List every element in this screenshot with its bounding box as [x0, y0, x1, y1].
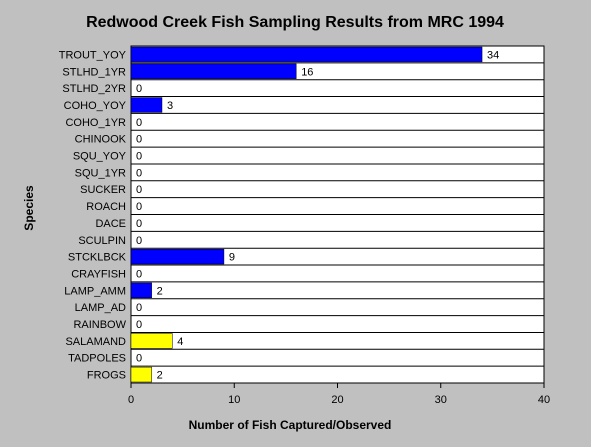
- category-label: STCKLBCK: [68, 252, 127, 264]
- bar: [130, 248, 225, 265]
- data-label: 2: [157, 285, 163, 297]
- y-axis-title: Species: [22, 185, 36, 231]
- x-tick-label: 30: [435, 394, 447, 406]
- bar: [130, 63, 297, 79]
- data-label: 0: [136, 302, 142, 314]
- x-tick-label: 40: [538, 394, 550, 406]
- data-label: 0: [136, 184, 142, 196]
- data-label: 9: [229, 252, 235, 264]
- x-axis: 0 10 20 30 40: [128, 383, 550, 406]
- category-label: TADPOLES: [68, 353, 126, 365]
- data-label: 0: [136, 268, 142, 280]
- data-label: 4: [177, 336, 183, 348]
- x-tick-label: 20: [331, 394, 343, 406]
- bar: [130, 46, 483, 63]
- data-label: 3: [167, 100, 173, 112]
- x-tick-label: 0: [128, 394, 134, 406]
- category-label: SCULPIN: [78, 235, 126, 247]
- x-axis-title: Number of Fish Captured/Observed: [189, 418, 392, 432]
- category-label: SALAMAND: [65, 336, 126, 348]
- data-label: 0: [136, 134, 142, 146]
- category-label: CHINOOK: [75, 134, 127, 146]
- category-label: STLHD_1YR: [62, 66, 126, 78]
- category-label: COHO_YOY: [64, 100, 127, 112]
- data-labels: 34 16 0 3 0 0 0 0 0 0 0 0 9 0 2 0 0 4 0 2: [136, 49, 499, 381]
- data-label: 0: [136, 151, 142, 163]
- grid-lines: [131, 62, 544, 367]
- x-tick-label: 10: [228, 394, 240, 406]
- data-label: 0: [136, 117, 142, 129]
- category-label: DACE: [95, 218, 126, 230]
- bars: [130, 46, 483, 383]
- category-label: LAMP_AD: [75, 302, 126, 314]
- data-label: 0: [136, 167, 142, 179]
- category-label: STLHD_2YR: [62, 83, 126, 95]
- category-label: CRAYFISH: [71, 268, 126, 280]
- category-label: SQU_1YR: [75, 167, 126, 179]
- data-label: 0: [136, 218, 142, 230]
- data-label: 0: [136, 235, 142, 247]
- bar: [130, 282, 152, 298]
- category-label: LAMP_AMM: [64, 285, 126, 297]
- category-label: ROACH: [86, 201, 126, 213]
- category-label: SQU_YOY: [73, 151, 127, 163]
- chart-title: Redwood Creek Fish Sampling Results from…: [86, 14, 504, 31]
- data-label: 34: [487, 49, 499, 61]
- category-label: RAINBOW: [73, 319, 126, 331]
- data-label: 2: [157, 370, 163, 382]
- category-labels: TROUT_YOY STLHD_1YR STLHD_2YR COHO_YOY COHO_…: [59, 49, 127, 381]
- data-label: 0: [136, 353, 142, 365]
- data-label: 16: [301, 66, 313, 78]
- bar: [130, 97, 163, 113]
- category-label: FROGS: [87, 370, 126, 382]
- data-label: 0: [136, 201, 142, 213]
- bar: [130, 366, 152, 383]
- category-label: SUCKER: [80, 184, 126, 196]
- bar: [130, 333, 173, 349]
- category-label: COHO_1YR: [65, 117, 126, 129]
- data-label: 0: [136, 319, 142, 331]
- data-label: 0: [136, 83, 142, 95]
- category-label: TROUT_YOY: [59, 49, 127, 61]
